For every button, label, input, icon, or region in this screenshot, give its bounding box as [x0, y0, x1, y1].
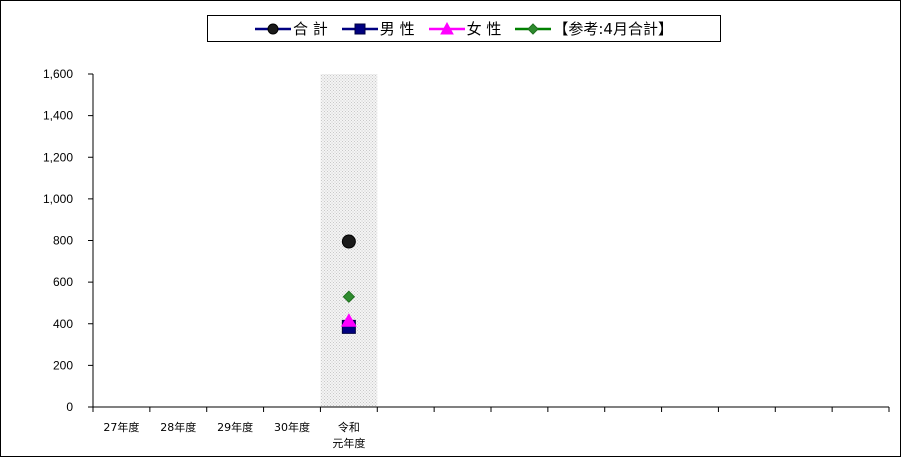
legend-swatch [255, 23, 292, 34]
legend-item: 男 性 [341, 18, 415, 39]
y-tick-label: 800 [53, 234, 73, 248]
data-point-triangle [340, 313, 357, 327]
data-point-diamond [342, 290, 356, 303]
y-tick-label: 1,000 [43, 192, 73, 206]
legend-marker-triangle [439, 21, 454, 34]
legend-swatch [515, 22, 552, 35]
legend-label: 【参考:4月合計】 [553, 20, 673, 38]
y-tick-label: 600 [53, 275, 73, 289]
x-tick-label: 30年度 [274, 420, 310, 434]
legend-item: 女 性 [428, 18, 502, 39]
x-tick-label: 29年度 [217, 420, 253, 434]
y-tick-label: 1,600 [43, 67, 73, 81]
legend-label: 合 計 [293, 20, 328, 38]
x-tick-label: 令和元年度 [332, 420, 365, 450]
legend-label: 女 性 [466, 20, 502, 38]
y-tick-label: 1,200 [43, 150, 73, 164]
legend-label: 男 性 [379, 20, 415, 38]
y-tick-label: 0 [66, 400, 73, 414]
legend-swatch [341, 23, 378, 34]
x-tick-label: 28年度 [160, 420, 196, 434]
legend-marker-diamond [527, 22, 540, 35]
chart-legend: 合 計 男 性 女 性 【参考:4月合計】 [207, 15, 721, 42]
y-tick-label: 200 [53, 358, 73, 372]
legend-item: 合 計 [255, 18, 328, 39]
data-point-circle [341, 234, 356, 249]
x-tick-label: 27年度 [103, 420, 139, 434]
legend-swatch [428, 21, 465, 34]
legend-marker-square [354, 23, 366, 34]
legend-marker-circle [267, 23, 279, 34]
legend-item: 【参考:4月合計】 [515, 18, 673, 39]
y-tick-label: 400 [53, 317, 73, 331]
y-tick-label: 1,400 [43, 109, 73, 123]
